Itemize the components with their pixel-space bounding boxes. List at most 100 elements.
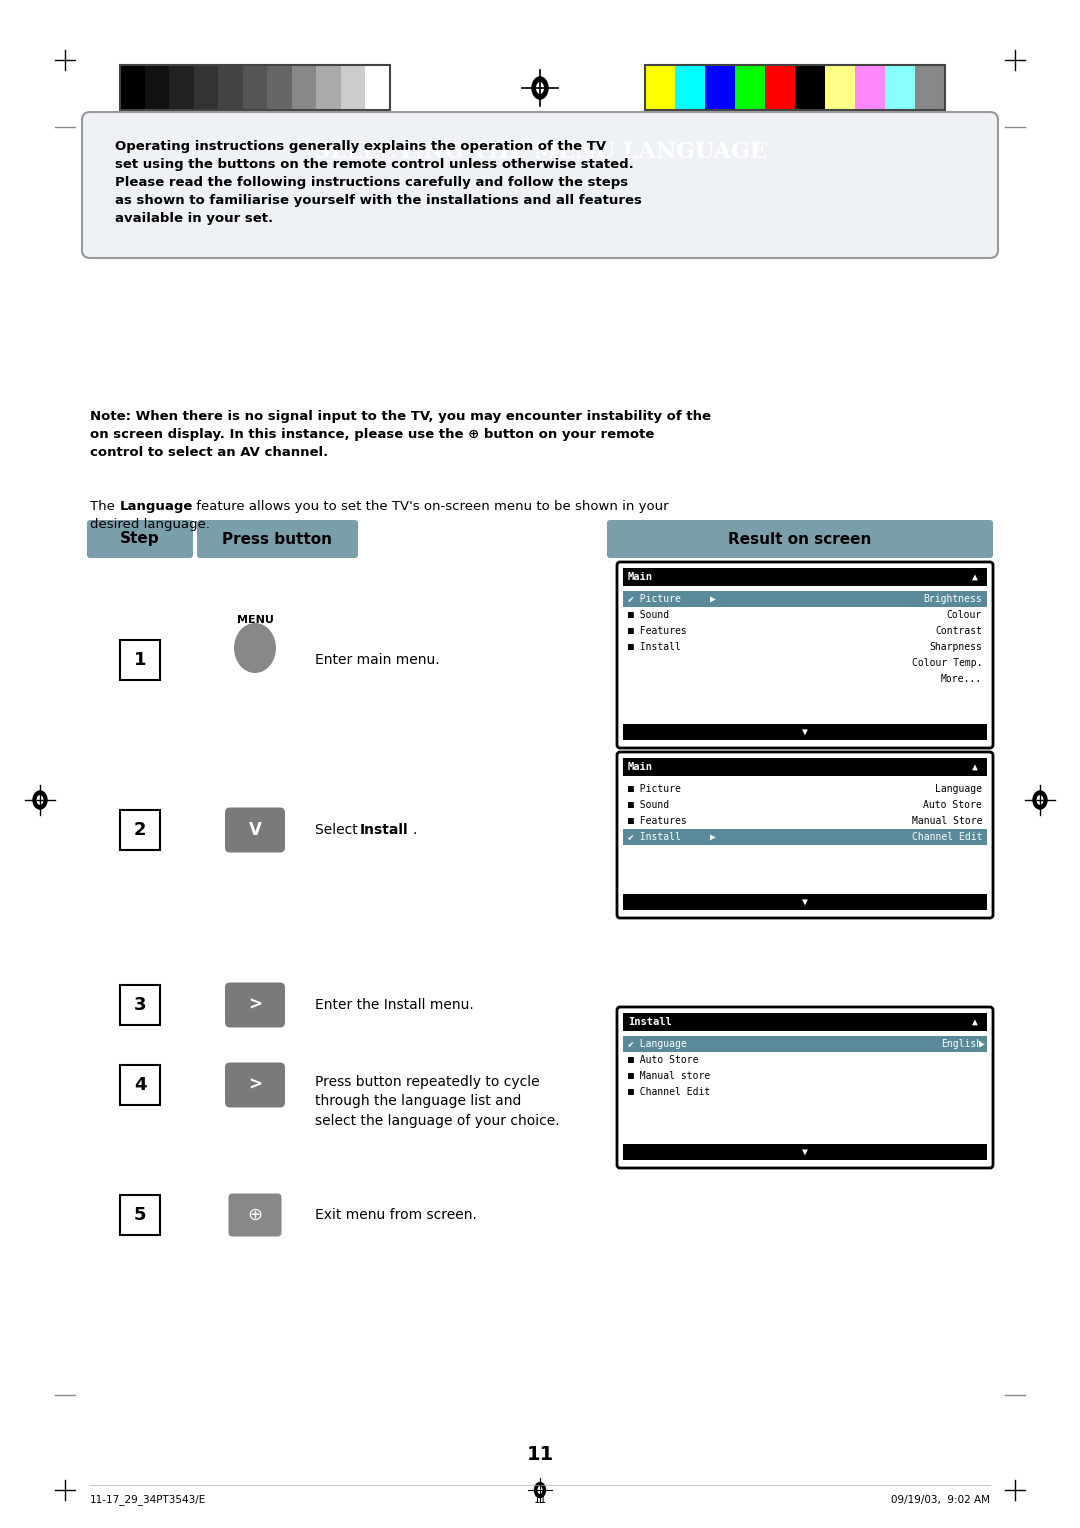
Text: ▶: ▶ [980,1039,985,1050]
Text: Colour Temp.: Colour Temp. [912,659,982,668]
Bar [145,66,170,110]
Bar [292,66,316,110]
Text: Brightness: Brightness [923,594,982,604]
Text: Language: Language [935,784,982,795]
Text: 11-17_29_34PT3543/E: 11-17_29_34PT3543/E [90,1494,206,1505]
Text: ■ Sound: ■ Sound [627,801,670,810]
Bar [885,66,915,110]
Bar [623,724,987,740]
Bar [218,66,243,110]
Text: ■ Auto Store: ■ Auto Store [627,1054,699,1065]
FancyBboxPatch shape [229,1193,282,1236]
Bar [267,66,292,110]
Text: >: > [248,1076,262,1094]
Ellipse shape [37,795,43,805]
FancyBboxPatch shape [617,752,993,918]
Bar [855,66,885,110]
Text: ■ Picture: ■ Picture [627,784,680,795]
Text: Channel Edit: Channel Edit [912,833,982,842]
Text: ■ Features: ■ Features [627,816,687,827]
Text: SELECTING THE MENU LANGUAGE: SELECTING THE MENU LANGUAGE [313,142,767,163]
FancyBboxPatch shape [225,1062,285,1108]
Text: MENU: MENU [237,614,273,625]
FancyBboxPatch shape [225,807,285,853]
Bar [623,1036,987,1051]
Text: ✔ Install: ✔ Install [627,833,680,842]
Text: Main: Main [627,762,653,772]
FancyBboxPatch shape [225,983,285,1027]
Bar [675,66,705,110]
Bar [825,66,855,110]
FancyBboxPatch shape [87,520,193,558]
Text: 1: 1 [134,651,146,669]
Text: Result on screen: Result on screen [728,532,872,547]
Text: .: . [413,824,417,837]
Ellipse shape [234,623,276,672]
Ellipse shape [532,76,548,99]
Bar [623,758,987,776]
Text: 09/19/03,  9:02 AM: 09/19/03, 9:02 AM [891,1494,990,1505]
FancyBboxPatch shape [82,112,998,258]
Text: ▲: ▲ [972,762,977,772]
FancyBboxPatch shape [607,520,993,558]
Text: feature allows you to set the TV's on-screen menu to be shown in your: feature allows you to set the TV's on-sc… [192,500,669,513]
Text: ▼: ▼ [802,1148,808,1157]
Text: ■ Manual store: ■ Manual store [627,1071,711,1080]
Bar [623,568,987,587]
Bar [623,1144,987,1160]
Ellipse shape [538,1487,542,1494]
Text: ▶: ▶ [710,594,716,604]
Text: Press button: Press button [222,532,332,547]
Text: 5: 5 [134,1206,146,1224]
Bar [735,66,765,110]
Text: ▼: ▼ [802,727,808,736]
FancyBboxPatch shape [197,520,357,558]
Ellipse shape [535,1482,545,1497]
Bar [193,66,218,110]
Text: ⊕: ⊕ [247,1206,262,1224]
Text: ■ Install: ■ Install [627,642,680,652]
Bar [623,591,987,607]
Bar [795,66,825,110]
Bar [341,66,365,110]
Text: Press button repeatedly to cycle
through the language list and
select the langua: Press button repeatedly to cycle through… [315,1076,559,1128]
Bar [765,66,795,110]
FancyBboxPatch shape [617,1007,993,1167]
Text: More...: More... [941,674,982,685]
Text: >: > [248,996,262,1015]
Ellipse shape [1037,795,1043,805]
Text: Enter main menu.: Enter main menu. [315,652,440,668]
FancyBboxPatch shape [617,562,993,749]
Text: Install: Install [627,1018,672,1027]
Text: Contrast: Contrast [935,626,982,636]
Text: 4: 4 [134,1076,146,1094]
Bar [365,66,390,110]
Bar [90,130,990,176]
Text: Main: Main [627,571,653,582]
Bar [243,66,267,110]
Text: Operating instructions generally explains the operation of the TV
set using the : Operating instructions generally explain… [114,141,642,225]
Ellipse shape [1032,792,1047,808]
Text: 3: 3 [134,996,146,1015]
Text: Step: Step [120,532,160,547]
Text: Install: Install [360,824,408,837]
Text: Auto Store: Auto Store [923,801,982,810]
Ellipse shape [33,792,48,808]
Bar [120,66,145,110]
Text: Language: Language [120,500,193,513]
Text: English: English [941,1039,982,1050]
Bar [645,66,675,110]
Bar [915,66,945,110]
Text: Colour: Colour [947,610,982,620]
Text: ■ Features: ■ Features [627,626,687,636]
Bar [623,1013,987,1031]
Bar [705,66,735,110]
Ellipse shape [536,83,544,95]
Text: Note: When there is no signal input to the TV, you may encounter instability of : Note: When there is no signal input to t… [90,410,711,458]
Text: Enter the Install menu.: Enter the Install menu. [315,998,474,1012]
Text: 11: 11 [534,1494,546,1505]
Text: V: V [248,821,261,839]
Text: 2: 2 [134,821,146,839]
Text: 11: 11 [526,1445,554,1464]
Text: Sharpness: Sharpness [929,642,982,652]
